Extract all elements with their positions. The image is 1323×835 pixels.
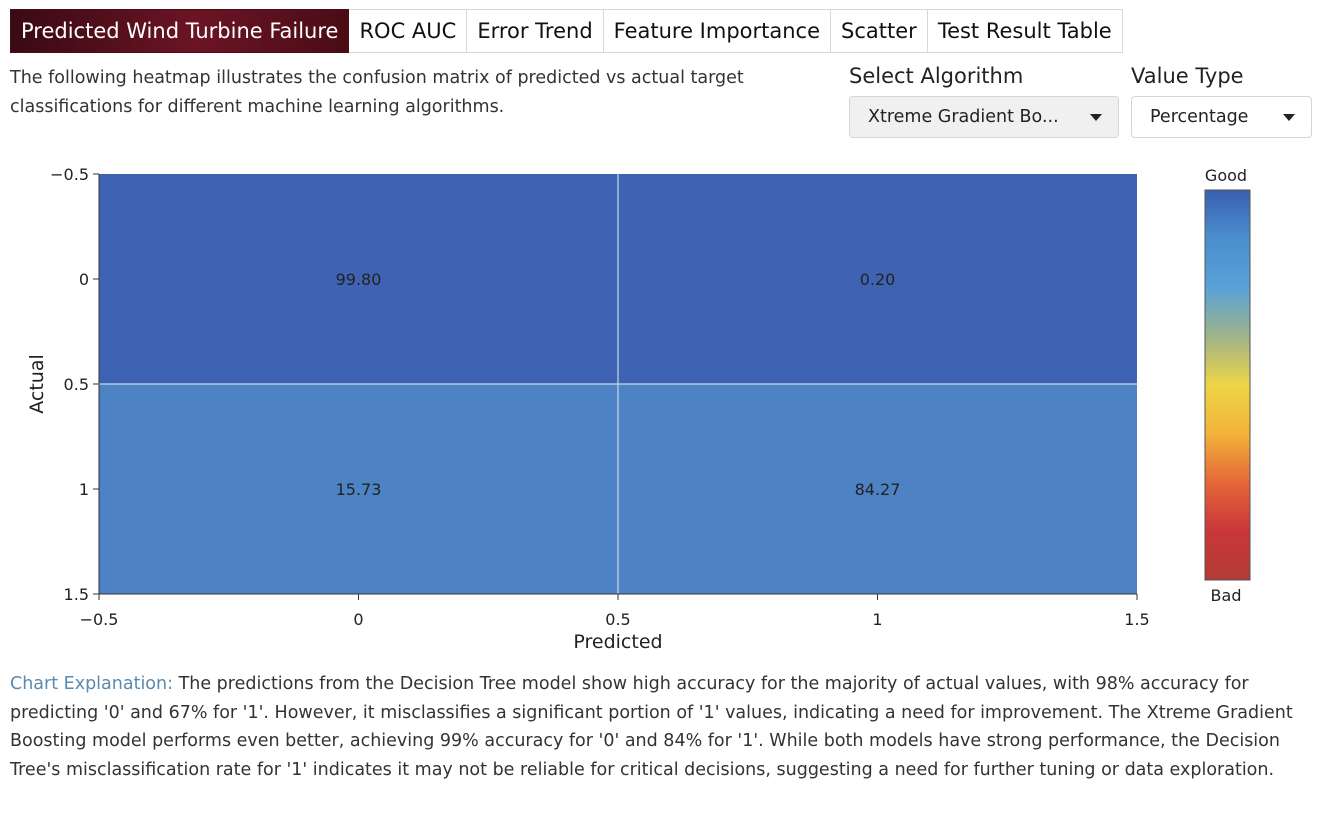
colorbar <box>1204 189 1251 581</box>
heatmap-cell <box>99 174 618 384</box>
tab-bar: Predicted Wind Turbine Failure ROC AUC E… <box>10 9 1123 53</box>
x-axis-title: Predicted <box>573 631 662 653</box>
chart-explanation: Chart Explanation: The predictions from … <box>10 670 1310 784</box>
tab-feature-importance[interactable]: Feature Importance <box>603 9 832 53</box>
x-tick-label: 0.5 <box>605 610 630 629</box>
chevron-down-icon <box>1090 114 1102 121</box>
x-tick-label: −0.5 <box>80 610 119 629</box>
algorithm-select[interactable]: Xtreme Gradient Bo... <box>849 96 1119 138</box>
y-tick-label: 0 <box>79 270 89 289</box>
cell-value-label: 0.20 <box>860 270 896 289</box>
value-type-select[interactable]: Percentage <box>1131 96 1312 138</box>
algorithm-label: Select Algorithm <box>849 64 1024 88</box>
x-tick-label: 0 <box>353 610 363 629</box>
tab-test-result-table[interactable]: Test Result Table <box>927 9 1123 53</box>
y-tick-label: 1 <box>79 480 89 499</box>
value-type-select-value: Percentage <box>1150 107 1249 127</box>
cell-value-label: 84.27 <box>855 480 901 499</box>
tab-predicted-wind-turbine-failure[interactable]: Predicted Wind Turbine Failure <box>10 9 350 53</box>
y-tick-label: 0.5 <box>64 375 89 394</box>
cell-value-label: 99.80 <box>336 270 382 289</box>
chart-explanation-lead: Chart Explanation: <box>10 674 173 694</box>
colorbar-top-label: Good <box>1205 166 1247 185</box>
x-tick-label: 1 <box>872 610 882 629</box>
chart-explanation-text: The predictions from the Decision Tree m… <box>10 674 1293 780</box>
heatmap-cell <box>99 384 618 594</box>
chevron-down-icon <box>1283 114 1295 121</box>
y-tick-label: −0.5 <box>50 165 89 184</box>
y-axis-title: Actual <box>26 354 48 414</box>
value-type-label: Value Type <box>1131 64 1244 88</box>
tab-roc-auc[interactable]: ROC AUC <box>349 9 468 53</box>
algorithm-select-value: Xtreme Gradient Bo... <box>868 107 1059 127</box>
tab-error-trend[interactable]: Error Trend <box>467 9 604 53</box>
y-tick-label: 1.5 <box>64 585 89 604</box>
x-tick-label: 1.5 <box>1124 610 1149 629</box>
cell-value-label: 15.73 <box>336 480 382 499</box>
heatmap-cell <box>618 174 1137 384</box>
heatmap-cell <box>618 384 1137 594</box>
intro-text: The following heatmap illustrates the co… <box>10 68 744 117</box>
colorbar-bottom-label: Bad <box>1211 586 1242 605</box>
tab-scatter[interactable]: Scatter <box>831 9 928 53</box>
confusion-matrix-heatmap: 99.80 0.20 15.73 84.27 −0.5 −0.5 0 0 0.5 0.5 1 1 1.5… <box>26 165 1251 653</box>
